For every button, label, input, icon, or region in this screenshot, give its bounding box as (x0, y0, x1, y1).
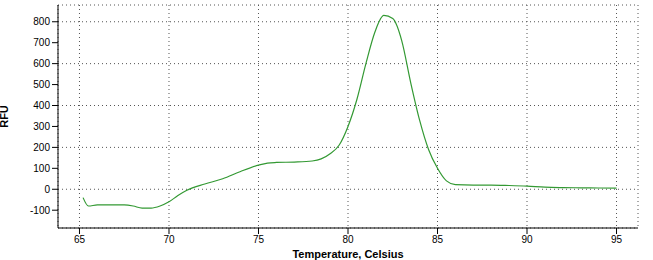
svg-text:100: 100 (33, 163, 50, 174)
svg-text:400: 400 (33, 100, 50, 111)
svg-text:800: 800 (33, 16, 50, 27)
svg-text:700: 700 (33, 37, 50, 48)
svg-text:Temperature, Celsius: Temperature, Celsius (292, 248, 403, 260)
svg-text:70: 70 (163, 234, 175, 245)
svg-text:75: 75 (253, 234, 265, 245)
svg-text:80: 80 (342, 234, 354, 245)
svg-text:200: 200 (33, 142, 50, 153)
svg-text:-100: -100 (30, 205, 50, 216)
svg-text:300: 300 (33, 121, 50, 132)
svg-text:500: 500 (33, 79, 50, 90)
svg-text:RFU: RFU (8, 105, 10, 128)
svg-text:600: 600 (33, 58, 50, 69)
svg-text:85: 85 (432, 234, 444, 245)
svg-text:0: 0 (44, 184, 50, 195)
svg-text:90: 90 (521, 234, 533, 245)
svg-text:95: 95 (611, 234, 623, 245)
svg-text:65: 65 (74, 234, 86, 245)
